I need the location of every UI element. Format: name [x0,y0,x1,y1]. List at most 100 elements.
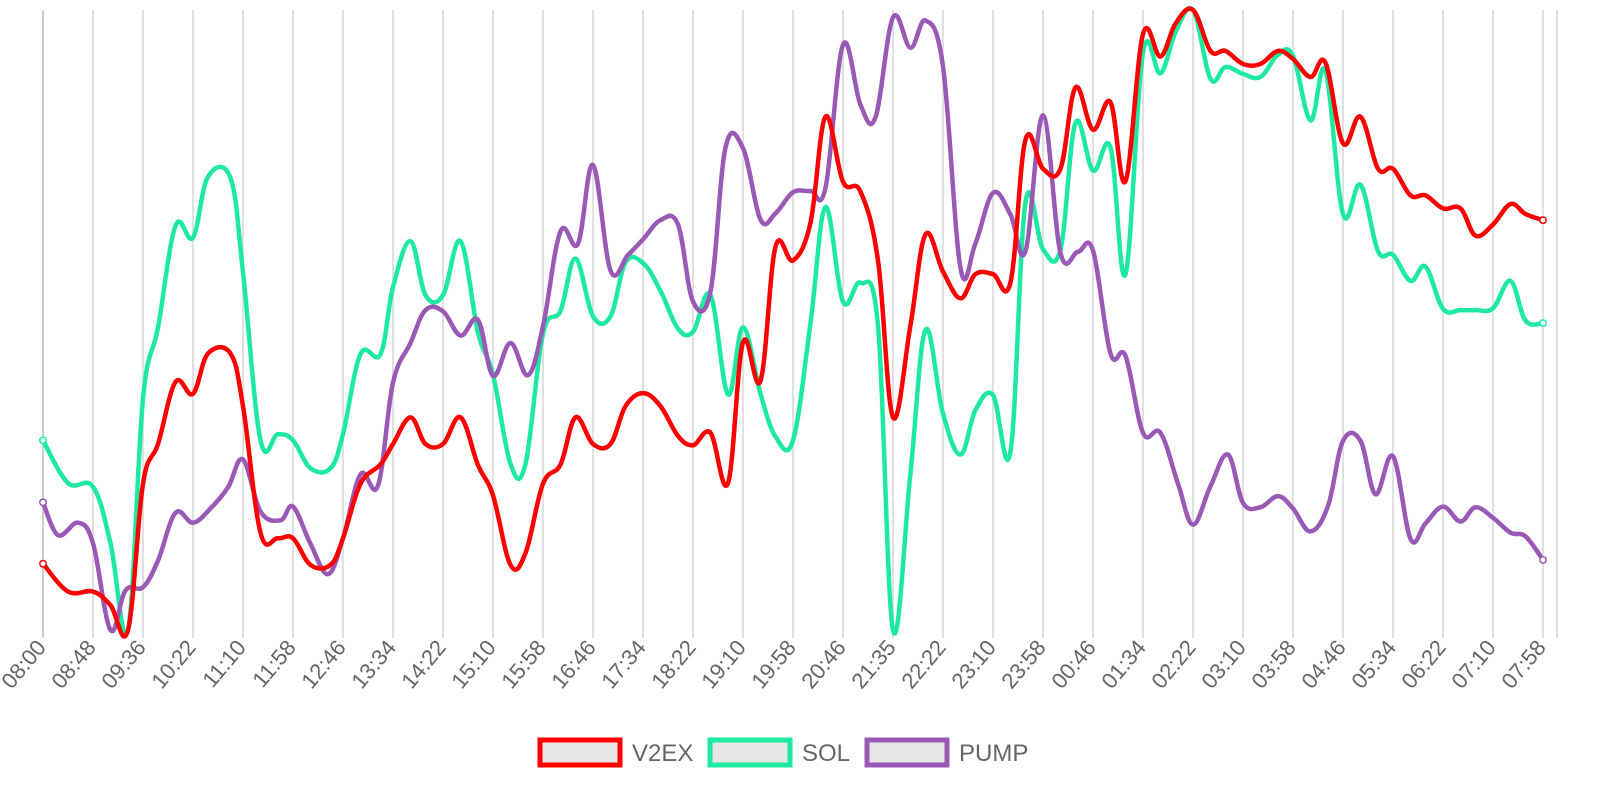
data-point-sol [923,328,928,332]
data-point-v2ex [108,603,113,608]
data-point-v2ex [1191,8,1195,12]
data-point-v2ex [991,272,995,276]
data-point-sol [1223,65,1228,69]
data-point-sol [858,280,863,285]
data-point-sol [1491,306,1495,311]
data-point-v2ex [1223,49,1228,53]
data-point-v2ex [741,340,745,345]
data-point-pump [991,191,995,195]
data-point-v2ex [1041,166,1045,171]
x-tick-label: 12:46 [296,635,351,693]
data-point-v2ex [1276,49,1280,53]
data-point-pump [76,520,80,525]
data-point-v2ex [1391,166,1395,171]
data-point-pump [1508,530,1513,535]
data-point-pump [1539,555,1547,564]
data-point-sol [1123,272,1128,276]
data-point-pump [191,520,195,525]
data-point-sol [841,299,845,304]
data-point-v2ex [66,589,70,594]
data-point-v2ex [1008,280,1013,285]
data-point-pump [541,324,545,329]
data-point-sol [523,461,528,466]
data-point-pump [691,299,695,304]
x-tick-label: 18:22 [646,635,701,693]
vertical-gridlines [42,10,1558,638]
data-point-v2ex [126,628,130,632]
data-point-pump [558,229,563,234]
data-point-v2ex [841,179,845,184]
x-tick-label: 21:35 [846,635,901,693]
data-point-v2ex [1473,233,1478,238]
data-point-sol [173,223,178,228]
data-point-v2ex [676,434,680,438]
x-tick-label: 13:34 [346,635,401,693]
data-point-v2ex [1491,222,1495,227]
data-point-pump [408,341,413,345]
data-point-sol [741,325,745,330]
data-point-v2ex [808,220,813,225]
data-point-sol [1376,249,1380,254]
data-point-sol [591,314,595,319]
data-point-sol [1308,118,1313,123]
data-point-pump [973,241,978,245]
legend-swatch-sol[interactable] [707,737,793,768]
data-point-v2ex [1458,206,1463,211]
data-point-sol [39,436,47,445]
data-point-v2ex [541,481,545,486]
data-point-v2ex [476,463,480,467]
data-point-sol [1358,182,1363,187]
data-point-sol [1423,264,1428,269]
data-point-pump [258,509,263,514]
data-point-v2ex [591,442,595,446]
data-point-sol [573,256,578,261]
data-point-pump [958,266,963,270]
legend-swatch-v2ex[interactable] [537,737,623,768]
data-point-v2ex [1173,21,1178,26]
data-point-pump [676,222,680,227]
data-point-pump [1391,454,1395,459]
data-point-pump [1091,248,1095,253]
data-point-v2ex [1441,206,1445,211]
data-point-v2ex [641,391,645,396]
data-point-pump [1208,484,1213,489]
data-point-pump [108,628,113,632]
data-point-sol [423,293,428,298]
data-point-v2ex [1323,60,1328,65]
legend-swatch-pump[interactable] [864,737,950,768]
data-point-pump [626,253,630,257]
data-point-pump [226,485,230,490]
legend-label-pump[interactable]: PUMP [959,740,1028,767]
data-point-pump [1241,501,1245,505]
x-tick-label: 14:22 [396,635,451,693]
x-tick-label: 16:46 [546,635,601,693]
data-point-sol [91,484,95,489]
data-point-v2ex [1358,114,1363,119]
x-tick-label: 02:22 [1146,635,1201,693]
data-point-sol [141,396,145,401]
data-point-pump [1523,534,1528,539]
data-point-v2ex [1208,49,1213,53]
data-point-pump [791,190,795,195]
data-point-pump [91,541,95,546]
data-point-sol [1208,76,1213,81]
data-point-sol [1108,145,1113,150]
data-point-v2ex [523,551,528,555]
data-point-sol [441,293,445,298]
data-point-v2ex [491,493,495,498]
data-point-pump [1458,519,1463,524]
data-point-v2ex [458,415,463,420]
legend-label-v2ex[interactable]: V2EX [632,740,693,767]
data-point-pump [641,237,645,242]
data-point-pump [1191,522,1195,527]
data-point-sol [941,411,945,416]
data-point-pump [908,45,913,50]
data-point-sol [658,289,663,293]
data-point-pump [1008,212,1013,217]
data-point-v2ex [1408,193,1413,198]
data-point-pump [1308,529,1313,534]
legend-label-sol[interactable]: SOL [802,740,850,767]
data-point-sol [608,314,613,319]
data-point-pump [208,506,213,511]
data-point-v2ex [1539,216,1547,225]
